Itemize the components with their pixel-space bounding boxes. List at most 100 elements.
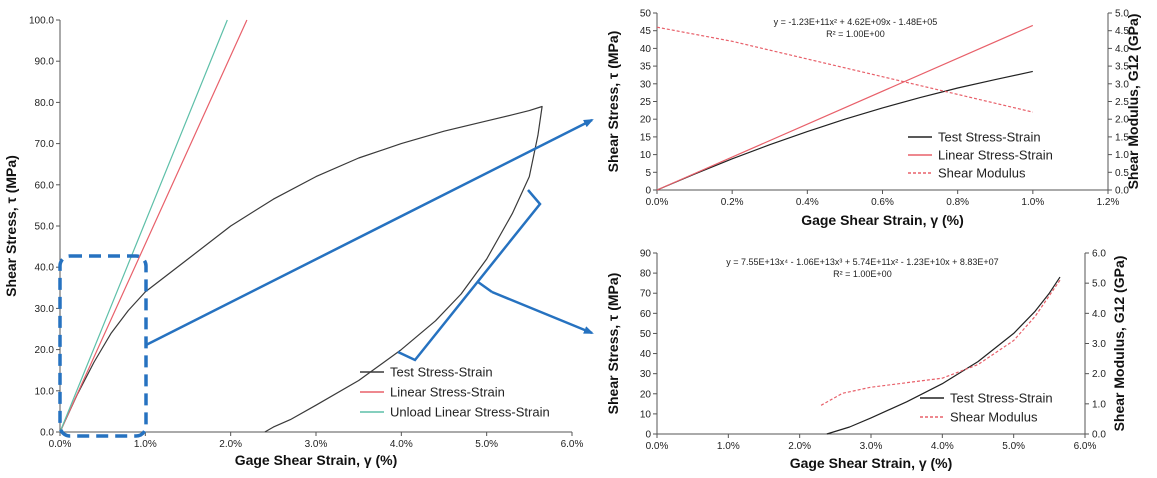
y-tick-label: 50.0 [35,222,55,233]
y-axis-title: Shear Stress, τ (MPa) [605,273,621,415]
y2-tick-label: 2.0 [1115,115,1129,126]
y-tick-label: 15 [640,132,652,143]
y2-axis-title: Shear Modulus, G12 (GPa) [1125,14,1141,190]
y-tick-label: 80 [640,269,652,280]
x-tick-label: 0.0% [646,441,669,452]
y-axis-title: Shear Stress, τ (MPa) [605,31,621,173]
x-tick-label: 3.0% [860,441,883,452]
x-tick-label: 0.0% [646,197,669,208]
y2-tick-label: 4.0 [1115,44,1129,55]
x-axis-title: Gage Shear Strain, γ (%) [235,452,398,468]
y-tick-label: 10.0 [35,386,55,397]
y-tick-label: 25 [640,97,652,108]
series-line-test-stress-strain [656,70,1033,191]
series-line-test-stress-strain [826,276,1061,435]
fit-r-squared: R² = 1.00E+00 [833,269,892,279]
y2-tick-label: 3.5 [1115,62,1129,73]
y2-tick-label: 0.5 [1115,168,1129,179]
x-tick-label: 3.0% [305,439,328,450]
series-line-linear-stress-strain [59,19,248,433]
x-tick-label: 5.0% [1002,441,1025,452]
y-axis-title: Shear Stress, τ (MPa) [3,155,19,297]
y2-tick-label: 3.0 [1115,79,1129,90]
legend-label: Linear Stress-Strain [938,148,1053,163]
y-tick-label: 80.0 [35,98,55,109]
x-tick-label: 0.8% [946,197,969,208]
legend-label: Unload Linear Stress-Strain [390,405,550,420]
y-tick-label: 60 [640,309,652,320]
x-tick-label: 1.2% [1097,197,1120,208]
zoom-arrow [145,118,594,347]
fit-equation: y = -1.23E+11x² + 4.62E+09x - 1.48E+05 [774,17,938,27]
x-axis-title: Gage Shear Strain, γ (%) [790,455,953,471]
y-tick-label: 30.0 [35,304,55,315]
y-tick-label: 0 [645,186,651,197]
y2-tick-label: 6.0 [1092,249,1106,260]
x-tick-label: 0.4% [796,197,819,208]
y-tick-label: 100.0 [29,16,54,27]
series-line-unload-linear-stress-strain [59,19,228,433]
annotations [58,118,594,438]
y-tick-label: 30 [640,79,652,90]
x-tick-label: 4.0% [390,439,413,450]
unload-arrow [491,290,594,335]
y-tick-label: 0 [645,430,651,441]
series-line-shear-modulus [656,26,1033,113]
legend-label: Shear Modulus [950,410,1038,425]
x-tick-label: 1.0% [1021,197,1044,208]
unload-bracket [397,189,542,362]
y-tick-label: 50 [640,9,652,20]
y-tick-label: 70.0 [35,139,55,150]
y-tick-label: 10 [640,409,652,420]
fit-equation: y = 7.55E+13x⁴ - 1.06E+13x³ + 5.74E+11x²… [726,257,998,267]
legend-label: Test Stress-Strain [390,365,493,380]
y2-tick-label: 2.0 [1092,369,1106,380]
x-tick-label: 0.6% [871,197,894,208]
y2-tick-label: 3.0 [1092,339,1106,350]
x-tick-label: 2.0% [219,439,242,450]
y-tick-label: 90.0 [35,57,55,68]
chart-1: 0.0% 0.2% 0.4% 0.6% 0.8% 1.0% 1.2% 0 5 10 15 20 25 30… [605,9,1141,229]
y2-tick-label: 5.0 [1115,9,1129,20]
bracket-tip [477,280,493,294]
x-tick-label: 2.0% [788,441,811,452]
chart-0: 0.0% 1.0% 2.0% 3.0% 4.0% 5.0% 6.0% 0.0 10.0 20.0 3… [3,16,584,469]
y-tick-label: 70 [640,289,652,300]
x-tick-label: 0.0% [49,439,72,450]
y-tick-label: 45 [640,26,652,37]
y-tick-label: 60.0 [35,180,55,191]
y2-tick-label: 1.0 [1115,150,1129,161]
y-tick-label: 20 [640,115,652,126]
series-line-test-stress-strain [59,105,543,433]
legend-label: Linear Stress-Strain [390,385,505,400]
chart-2: 0.0% 1.0% 2.0% 3.0% 4.0% 5.0% 6.0% 0 10 20 30 40 50 6… [605,249,1127,472]
legend-label: Test Stress-Strain [938,130,1041,145]
y-tick-label: 40.0 [35,263,55,274]
x-tick-label: 4.0% [931,441,954,452]
y2-tick-label: 0.0 [1092,430,1106,441]
legend: Test Stress-Strain Linear Stress-Strain Un… [360,365,550,420]
fit-r-squared: R² = 1.00E+00 [826,29,885,39]
legend: Test Stress-Strain Linear Stress-Strain Sh… [908,130,1053,181]
series-line-shear-modulus [820,279,1061,406]
x-axis-title: Gage Shear Strain, γ (%) [801,212,964,228]
y-tick-label: 30 [640,369,652,380]
y2-axis-title: Shear Modulus, G12 (GPa) [1111,256,1127,432]
y2-tick-label: 1.0 [1092,399,1106,410]
y-tick-label: 0.0 [40,428,54,439]
y-tick-label: 10 [640,150,652,161]
y2-tick-label: 1.5 [1115,132,1129,143]
y-tick-label: 40 [640,349,652,360]
y2-tick-label: 5.0 [1092,279,1106,290]
x-tick-label: 6.0% [1074,441,1097,452]
y-tick-label: 5 [645,168,651,179]
y2-tick-label: 4.0 [1092,309,1106,320]
legend-label: Test Stress-Strain [950,391,1053,406]
x-tick-label: 1.0% [134,439,157,450]
x-tick-label: 0.2% [721,197,744,208]
y2-tick-label: 2.5 [1115,97,1129,108]
y2-tick-label: 0.0 [1115,186,1129,197]
y-tick-label: 40 [640,44,652,55]
y-tick-label: 35 [640,62,652,73]
